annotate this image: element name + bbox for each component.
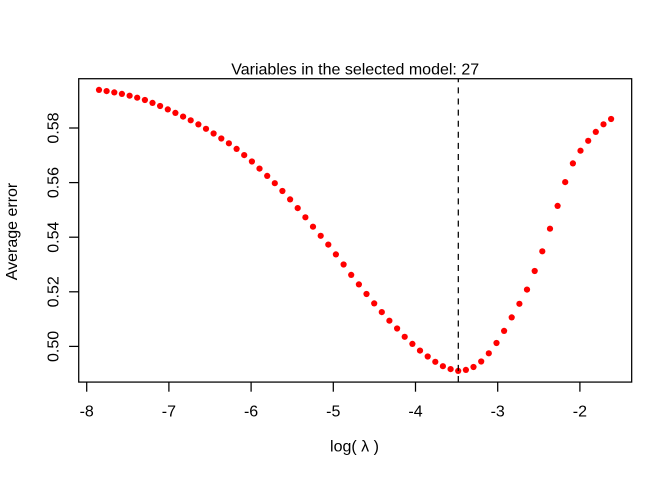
svg-text:-2: -2 (573, 404, 587, 421)
svg-text:log( λ ): log( λ ) (330, 438, 379, 455)
svg-text:-4: -4 (408, 404, 422, 421)
svg-text:Variables in the selected mode: Variables in the selected model: 27 (231, 61, 479, 78)
svg-text:0.56: 0.56 (46, 167, 63, 198)
svg-text:0.54: 0.54 (46, 222, 63, 253)
svg-text:0.50: 0.50 (46, 331, 63, 362)
svg-text:-6: -6 (244, 404, 258, 421)
svg-text:-5: -5 (326, 404, 340, 421)
svg-text:-7: -7 (162, 404, 176, 421)
svg-text:0.52: 0.52 (46, 276, 63, 307)
svg-text:0.58: 0.58 (46, 112, 63, 143)
svg-text:-8: -8 (80, 404, 94, 421)
svg-text:-3: -3 (491, 404, 505, 421)
svg-text:Average error: Average error (4, 182, 21, 280)
